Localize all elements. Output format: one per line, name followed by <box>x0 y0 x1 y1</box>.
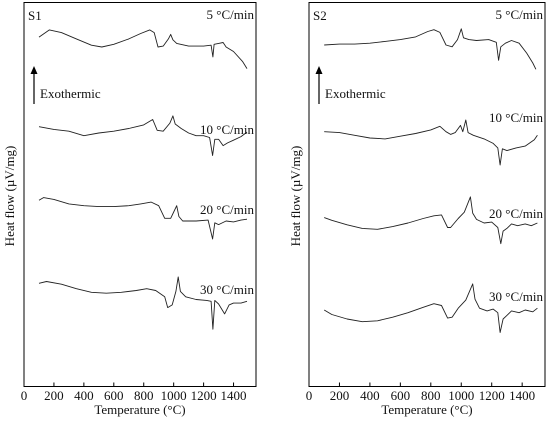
s2-series-3-line <box>323 283 538 333</box>
s2-xtick-label-800: 800 <box>421 388 441 403</box>
chart-marks: 0 200 400 600 800 1000 1200 1400 5 °C/min 10 °C/m… <box>21 7 544 403</box>
s2-xtick-label-400: 400 <box>360 388 380 403</box>
panel-s2-label: S2 <box>313 8 327 23</box>
s1-xtick-label-400: 400 <box>74 388 94 403</box>
s1-series-2-line <box>38 197 248 240</box>
s1-xtick-label-1400: 1400 <box>221 388 247 403</box>
s1-xtick-label-200: 200 <box>44 388 64 403</box>
s1-series-1-label: 10 °C/min <box>200 122 254 137</box>
s2-xtick-label-0: 0 <box>306 388 313 403</box>
s2-series-3-label: 30 °C/min <box>489 289 543 304</box>
s1-xtick-label-600: 600 <box>104 388 124 403</box>
s2-series-1-line <box>324 119 538 166</box>
s2-xtick-label-1000: 1000 <box>448 388 474 403</box>
panel-s1-xlabel: Temperature (°C) <box>94 402 185 417</box>
panel-s2-ylabel: Heat flow (µV/mg) <box>288 146 303 247</box>
s1-xtick-label-800: 800 <box>134 388 154 403</box>
s1-xtick-label-1200: 1200 <box>191 388 217 403</box>
s1-series-3-line <box>38 276 248 330</box>
panel-s1-exothermic-arrowhead <box>30 66 38 74</box>
s1-series-2-label: 20 °C/min <box>200 202 254 217</box>
s2-series-0-line <box>324 28 537 70</box>
panel-s2-exothermic-arrowhead <box>315 66 323 74</box>
s2-series-1-label: 10 °C/min <box>489 110 543 125</box>
s1-xtick-label-1000: 1000 <box>161 388 187 403</box>
s2-xtick-label-1200: 1200 <box>479 388 505 403</box>
s1-xtick-label-0: 0 <box>21 388 28 403</box>
panel-s2-exothermic-label: Exothermic <box>325 86 386 101</box>
panel-s1-label: S1 <box>28 8 42 23</box>
s1-series-3-label: 30 °C/min <box>200 282 254 297</box>
s2-xtick-label-200: 200 <box>330 388 350 403</box>
s2-xtick-label-600: 600 <box>391 388 411 403</box>
panel-s1-ylabel: Heat flow (µV/mg) <box>2 146 17 247</box>
s1-series-0-label: 5 °C/min <box>207 7 255 22</box>
s1-series-1-line <box>38 115 248 156</box>
panel-s1-exothermic-label: Exothermic <box>40 86 101 101</box>
s2-series-2-line <box>324 196 538 245</box>
s2-xtick-label-1400: 1400 <box>509 388 535 403</box>
panel-s2-frame <box>308 2 546 387</box>
s2-series-2-label: 20 °C/min <box>489 206 543 221</box>
panel-s2-xlabel: Temperature (°C) <box>381 402 472 417</box>
s1-series-0-line <box>38 29 248 69</box>
s2-series-0-label: 5 °C/min <box>496 7 544 22</box>
panel-s1-frame <box>23 2 257 387</box>
